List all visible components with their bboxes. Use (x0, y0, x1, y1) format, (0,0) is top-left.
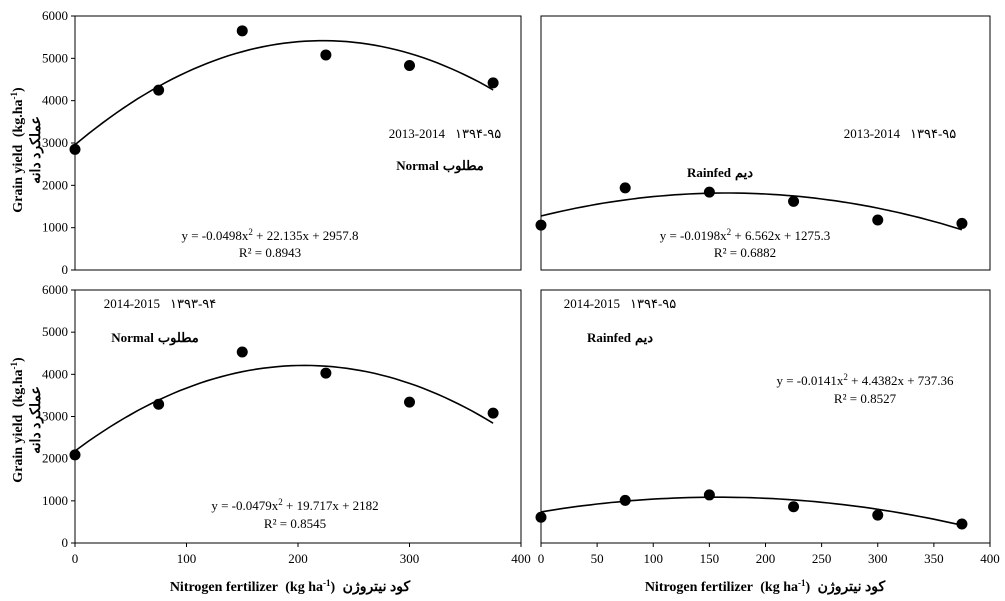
panel1-ytick-label: 6000 (42, 8, 68, 23)
panel4-trend-line (540, 496, 963, 527)
panel1-data-point (236, 25, 248, 37)
y-axis-label-top: Grain yield (kg.ha-1) (9, 87, 26, 213)
panel4-r2: R² = 0.8527 (834, 391, 897, 406)
x-axis-label-right: Nitrogen fertilizer (kg ha-1) کود نیتروژ… (645, 578, 886, 595)
panel4-xtick-label: 350 (924, 551, 944, 566)
panel2-data-point (872, 214, 884, 226)
panel1-equation: y = -0.0498x2 + 22.135x + 2957.8 (181, 227, 358, 243)
panel1-ytick-label: 3000 (42, 135, 68, 150)
panel3-condition: Normal مطلوب (111, 330, 199, 346)
panel3-xtick-label: 0 (72, 551, 79, 566)
panel1-ytick-label: 0 (62, 262, 69, 277)
panel3-equation: y = -0.0479x2 + 19.717x + 2182 (211, 497, 378, 513)
panel3-ytick-label: 0 (62, 535, 69, 550)
panel3-ytick-label: 1000 (42, 493, 68, 508)
panel4-xtick-label: 0 (538, 551, 545, 566)
panel3-xtick-label: 400 (511, 551, 531, 566)
panel4-data-point (703, 489, 715, 501)
panel3-ytick-label: 5000 (42, 324, 68, 339)
panel1-data-point (69, 143, 81, 155)
y-axis-label-bottom: Grain yield (kg.ha-1) (9, 357, 26, 483)
panel4-xtick-label: 400 (980, 551, 1000, 566)
panel1-data-point (404, 60, 415, 72)
panel4-xtick-label: 300 (868, 551, 888, 566)
panel3-ytick-label: 4000 (42, 366, 68, 381)
panel1-data-point (487, 77, 499, 89)
panel3-data-point (404, 396, 415, 408)
panel2-year: 2013-2014 ۱۳۹۴-۹۵ (844, 126, 957, 141)
panel2-frame (540, 15, 991, 271)
panel2-equation: y = -0.0198x2 + 6.562x + 1275.3 (660, 227, 831, 243)
panel2-data-point (703, 186, 715, 198)
panel4-data-point (872, 509, 884, 521)
y-axis-label-bottom-fa: عملکرد دانه (28, 386, 44, 454)
panel3-xtick-label: 100 (177, 551, 197, 566)
panel1-data-point (153, 84, 165, 96)
y-axis-label-top-fa: عملکرد دانه (28, 116, 44, 184)
panel2-trend-line (540, 192, 963, 231)
panel3-ytick-label: 2000 (42, 451, 68, 466)
panel1-data-point (320, 49, 332, 61)
x-axis-label-left: Nitrogen fertilizer (kg ha-1) کود نیتروژ… (170, 578, 411, 595)
panel1-year: 2013-2014 ۱۳۹۴-۹۵ (389, 126, 502, 141)
panel3-data-point (153, 398, 165, 410)
chart-panels: 0100020003000400050006000010002000300040… (42, 8, 1000, 566)
panel3-ytick-label: 3000 (42, 409, 68, 424)
panel2-condition: Rainfed دیم (687, 165, 753, 181)
panel1-trend-line (74, 39, 494, 146)
panel3-data-point (236, 346, 248, 358)
panel2-data-point (619, 182, 631, 194)
panel3-ytick-label: 6000 (42, 282, 68, 297)
panel4-data-point (788, 501, 800, 513)
panel4-xtick-label: 150 (700, 551, 720, 566)
panel4-data-point (619, 494, 631, 506)
panel4-equation: y = -0.0141x2 + 4.4382x + 737.36 (776, 372, 954, 388)
panel4-xtick-label: 50 (591, 551, 604, 566)
panel4-xtick-label: 200 (756, 551, 776, 566)
panel3-data-point (487, 407, 499, 419)
panel3-data-point (69, 449, 81, 461)
panel1-r2: R² = 0.8943 (239, 245, 301, 260)
panel4-data-point (956, 518, 968, 530)
panel4-xtick-label: 250 (812, 551, 832, 566)
panel1-ytick-label: 4000 (42, 93, 68, 108)
panel3-trend-line (74, 364, 494, 452)
panel1-condition: Normal مطلوب (396, 158, 484, 174)
panel2-data-point (956, 217, 968, 229)
panel3-year: 2014-2015 ۱۳۹۳-۹۴ (104, 296, 217, 311)
panel4-xtick-label: 100 (644, 551, 664, 566)
panel3-r2: R² = 0.8545 (264, 516, 326, 531)
panel2-data-point (788, 195, 800, 207)
panel2-data-point (535, 219, 547, 231)
panel3-xtick-label: 200 (288, 551, 308, 566)
panel1-ytick-label: 1000 (42, 220, 68, 235)
panel3-data-point (320, 367, 332, 379)
panel3-xtick-label: 300 (400, 551, 420, 566)
panel1-ytick-label: 2000 (42, 177, 68, 192)
panel2-r2: R² = 0.6882 (714, 245, 776, 260)
panel4-data-point (535, 511, 547, 523)
panel1-ytick-label: 5000 (42, 50, 68, 65)
panel4-year: 2014-2015 ۱۳۹۴-۹۵ (564, 296, 677, 311)
panel4-frame (540, 289, 991, 544)
panel4-condition: Rainfed دیم (587, 330, 653, 346)
